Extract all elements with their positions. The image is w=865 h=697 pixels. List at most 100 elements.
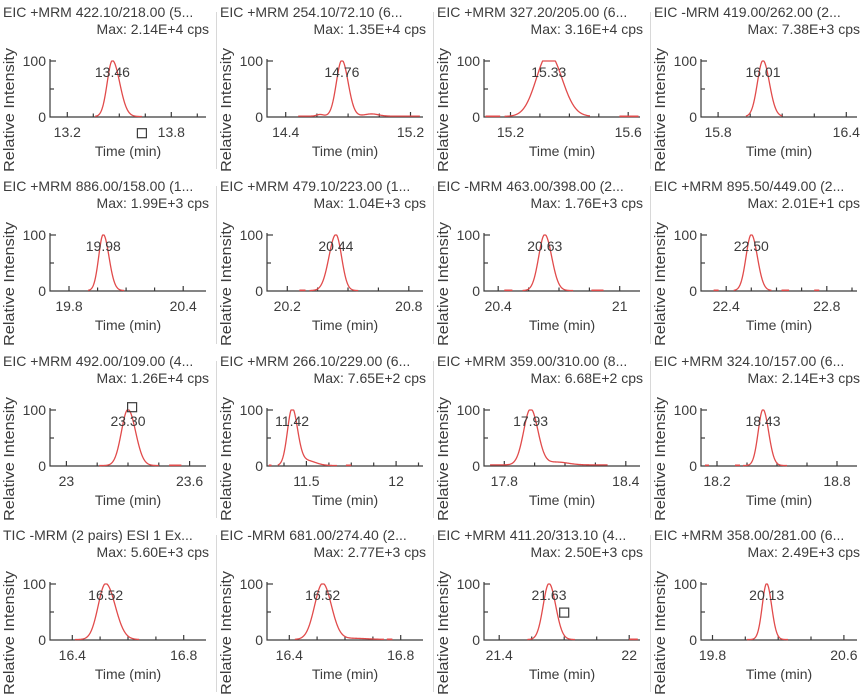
chromatogram-panel[interactable]: EIC +MRM 324.10/157.00 (6... Max: 2.14E+3… — [651, 349, 865, 523]
x-axis-title: Time (min) — [746, 143, 812, 159]
chromatogram-plot: TIC -MRM (2 pairs) ESI 1 Ex...Max: 5.60E… — [2, 527, 209, 695]
chromatogram-plot: EIC +MRM 895.50/449.00 (2...Max: 2.01E+1… — [653, 178, 860, 346]
chromatogram-panel[interactable]: EIC +MRM 492.00/109.00 (4... Max: 1.26E+4… — [0, 349, 217, 523]
x-tick-label: 17.8 — [491, 473, 518, 489]
panel-title: EIC +MRM 327.20/205.00 (6... — [437, 4, 627, 20]
chromatogram-panel[interactable]: EIC +MRM 886.00/158.00 (1... Max: 1.99E+3… — [0, 174, 217, 348]
panel-title: EIC +MRM 358.00/281.00 (6... — [654, 527, 844, 543]
y-tick-label: 0 — [38, 632, 46, 648]
chromatogram-panel[interactable]: EIC +MRM 479.10/223.00 (1... Max: 1.04E+3… — [217, 174, 434, 348]
y-tick-label: 0 — [255, 458, 263, 474]
y-tick-label: 100 — [23, 576, 47, 592]
y-tick-label: 100 — [674, 227, 698, 243]
chromatogram-plot: EIC +MRM 358.00/281.00 (6...Max: 2.49E+3… — [653, 527, 860, 695]
y-tick-label: 0 — [689, 632, 697, 648]
chromatogram-trace — [746, 583, 789, 640]
y-tick-label: 0 — [472, 458, 480, 474]
chromatogram-trace — [309, 234, 359, 292]
chromatogram-plot: EIC -MRM 419.00/262.00 (2...Max: 7.38E+3… — [653, 4, 860, 172]
x-tick-label: 13.2 — [54, 124, 81, 140]
marker-square[interactable] — [136, 128, 147, 139]
x-tick-label: 20.4 — [170, 298, 197, 314]
x-tick-label: 20.4 — [485, 298, 512, 314]
chromatogram-panel[interactable]: EIC +MRM 895.50/449.00 (2... Max: 2.01E+1… — [651, 174, 865, 348]
x-tick-label: 19.8 — [55, 298, 82, 314]
peak-retention-time-label: 16.52 — [88, 587, 123, 603]
x-axis-title: Time (min) — [746, 666, 812, 682]
chromatogram-panel[interactable]: EIC +MRM 358.00/281.00 (6... Max: 2.49E+3… — [651, 523, 865, 697]
chromatogram-plot: EIC -MRM 463.00/398.00 (2...Max: 1.76E+3… — [436, 178, 643, 346]
chromatogram-panel[interactable]: TIC -MRM (2 pairs) ESI 1 Ex... Max: 5.60E… — [0, 523, 217, 697]
x-tick-label: 16.8 — [170, 647, 197, 663]
panel-divider — [433, 12, 434, 170]
chromatogram-panel[interactable]: EIC -MRM 419.00/262.00 (2... Max: 7.38E+3… — [651, 0, 865, 174]
chromatogram-trace — [733, 234, 772, 292]
chromatogram-panel[interactable]: EIC +MRM 254.10/72.10 (6... Max: 1.35E+4 … — [217, 0, 434, 174]
chromatogram-panel[interactable]: EIC -MRM 463.00/398.00 (2... Max: 1.76E+3… — [434, 174, 651, 348]
panel-title: EIC +MRM 254.10/72.10 (6... — [220, 4, 402, 20]
y-axis-title: Relative Intensity — [436, 570, 452, 695]
x-axis-title: Time (min) — [312, 143, 378, 159]
y-axis-title: Relative Intensity — [653, 396, 669, 521]
y-axis-title: Relative Intensity — [219, 47, 235, 172]
x-tick-label: 20.8 — [395, 298, 422, 314]
panel-max-label: Max: 2.01E+1 cps — [748, 195, 860, 211]
panel-max-label: Max: 3.16E+4 cps — [531, 21, 643, 37]
chromatogram-panel[interactable]: EIC +MRM 327.20/205.00 (6... Max: 3.16E+4… — [434, 0, 651, 174]
chromatogram-panel[interactable]: EIC +MRM 411.20/313.10 (4... Max: 2.50E+3… — [434, 523, 651, 697]
panel-divider — [216, 12, 217, 170]
x-tick-label: 15.8 — [704, 124, 731, 140]
y-tick-label: 0 — [472, 109, 480, 125]
chromatogram-plot: EIC +MRM 422.10/218.00 (5...Max: 2.14E+4… — [2, 4, 209, 172]
chromatogram-panel[interactable]: EIC +MRM 266.10/229.00 (6... Max: 7.65E+2… — [217, 349, 434, 523]
axis-lines — [483, 233, 640, 292]
panel-divider — [433, 360, 434, 518]
y-tick-label: 100 — [457, 576, 481, 592]
panel-max-label: Max: 1.26E+4 cps — [97, 370, 209, 386]
x-tick-label: 21.4 — [486, 647, 513, 663]
panel-title: EIC -MRM 681.00/274.40 (2... — [220, 527, 407, 543]
x-axis-title: Time (min) — [529, 492, 595, 508]
chromatogram-panel[interactable]: EIC +MRM 422.10/218.00 (5... Max: 2.14E+4… — [0, 0, 217, 174]
chromatogram-plot: EIC +MRM 324.10/157.00 (6...Max: 2.14E+3… — [653, 353, 860, 521]
x-axis-title: Time (min) — [95, 143, 161, 159]
panel-max-label: Max: 7.38E+3 cps — [748, 21, 860, 37]
chromatogram-trace — [504, 60, 591, 117]
y-tick-label: 100 — [240, 53, 264, 69]
y-axis-title: Relative Intensity — [219, 570, 235, 695]
peak-retention-time-label: 23.30 — [110, 413, 145, 429]
marker-square[interactable] — [126, 401, 138, 412]
x-tick-label: 15.2 — [497, 124, 524, 140]
panel-title: EIC +MRM 411.20/313.10 (4... — [437, 527, 626, 543]
y-tick-label: 0 — [689, 283, 697, 299]
chromatogram-plot: EIC +MRM 886.00/158.00 (1...Max: 1.99E+3… — [2, 178, 209, 346]
y-axis-title: Relative Intensity — [2, 570, 18, 695]
x-axis-title: Time (min) — [529, 666, 595, 682]
panel-divider — [433, 186, 434, 344]
peak-retention-time-label: 16.01 — [745, 64, 780, 80]
y-tick-label: 0 — [472, 632, 480, 648]
panel-max-label: Max: 1.04E+3 cps — [314, 195, 426, 211]
panel-max-label: Max: 2.14E+4 cps — [97, 21, 209, 37]
chromatogram-panel[interactable]: EIC -MRM 681.00/274.40 (2... Max: 2.77E+3… — [217, 523, 434, 697]
x-axis-title: Time (min) — [529, 317, 595, 333]
y-tick-label: 100 — [674, 53, 698, 69]
axis-lines — [266, 407, 423, 467]
panel-divider — [650, 534, 651, 692]
axis-lines — [483, 59, 640, 118]
panel-title: EIC +MRM 324.10/157.00 (6... — [654, 353, 844, 369]
peak-retention-time-label: 19.98 — [86, 238, 121, 254]
axis-lines — [266, 581, 423, 641]
panel-max-label: Max: 6.68E+2 cps — [531, 370, 643, 386]
x-axis-title: Time (min) — [312, 666, 378, 682]
chromatogram-plot: EIC +MRM 254.10/72.10 (6...Max: 1.35E+4 … — [219, 4, 426, 172]
chromatogram-plot: EIC +MRM 479.10/223.00 (1...Max: 1.04E+3… — [219, 178, 426, 346]
y-tick-label: 100 — [674, 576, 698, 592]
x-axis-title: Time (min) — [746, 317, 812, 333]
x-tick-label: 23.6 — [176, 473, 203, 489]
chromatogram-trace — [522, 234, 574, 292]
chromatogram-panel[interactable]: EIC +MRM 359.00/310.00 (8... Max: 6.68E+2… — [434, 349, 651, 523]
chromatogram-trace — [94, 60, 143, 118]
marker-square[interactable] — [559, 607, 570, 618]
